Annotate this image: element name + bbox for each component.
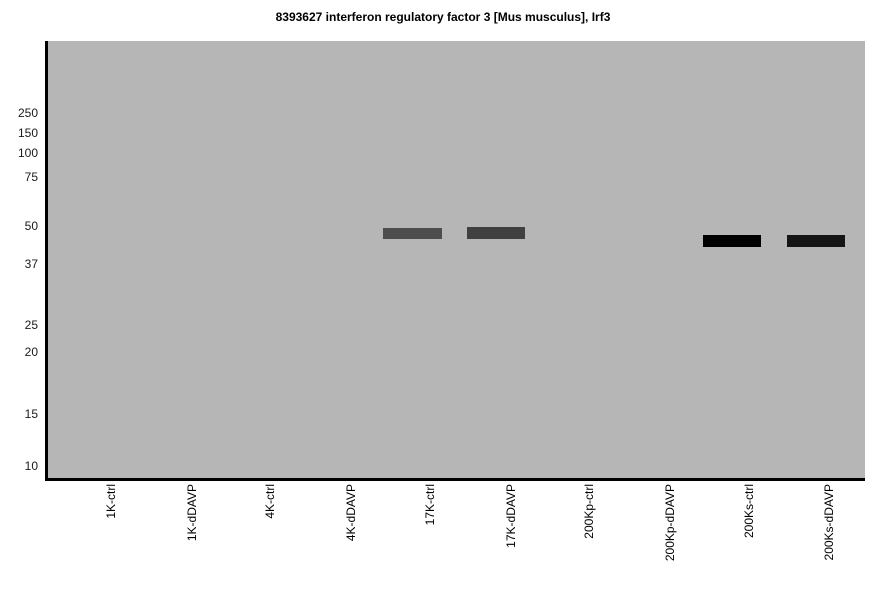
x-axis-tick-label: 1K-dDAVP <box>185 484 199 542</box>
y-axis-tick-label: 15 <box>24 407 38 421</box>
y-axis-tick-label: 75 <box>24 170 38 184</box>
x-axis-tick-label: 1K-ctrl <box>104 484 118 519</box>
y-axis-line <box>45 41 48 478</box>
y-axis-tick-labels: 250 150 100 75 50 37 25 20 15 10 <box>0 0 42 595</box>
gel-band-17k-ddavp <box>467 227 525 239</box>
x-axis-tick-label: 4K-ctrl <box>263 484 277 519</box>
y-axis-tick-label: 20 <box>24 345 38 359</box>
y-axis-tick-label: 37 <box>24 257 38 271</box>
x-axis-line <box>45 478 865 481</box>
x-axis-tick-label: 200Kp-ctrl <box>582 484 596 539</box>
x-axis-tick-label: 4K-dDAVP <box>344 484 358 542</box>
y-axis-tick-label: 150 <box>17 126 38 140</box>
x-axis-tick-label: 200Ks-ctrl <box>742 484 756 539</box>
x-axis-tick-label: 200Ks-dDAVP <box>822 484 836 561</box>
x-axis-tick-label: 17K-ctrl <box>423 484 437 526</box>
y-axis-tick-label: 50 <box>24 219 38 233</box>
page-title: 8393627 interferon regulatory factor 3 [… <box>275 10 611 24</box>
y-axis-tick-label: 100 <box>17 146 38 160</box>
y-axis-tick-label: 10 <box>24 459 38 473</box>
x-axis-tick-label: 17K-dDAVP <box>504 484 518 548</box>
gel-band-17k-ctrl <box>383 228 442 239</box>
plot-area <box>48 41 865 478</box>
gel-band-200ks-ctrl <box>703 235 761 247</box>
y-axis-tick-label: 25 <box>24 318 38 332</box>
gel-band-200ks-ddavp <box>787 235 845 247</box>
x-axis-tick-label: 200Kp-dDAVP <box>663 484 677 562</box>
y-axis-tick-label: 250 <box>17 106 38 120</box>
